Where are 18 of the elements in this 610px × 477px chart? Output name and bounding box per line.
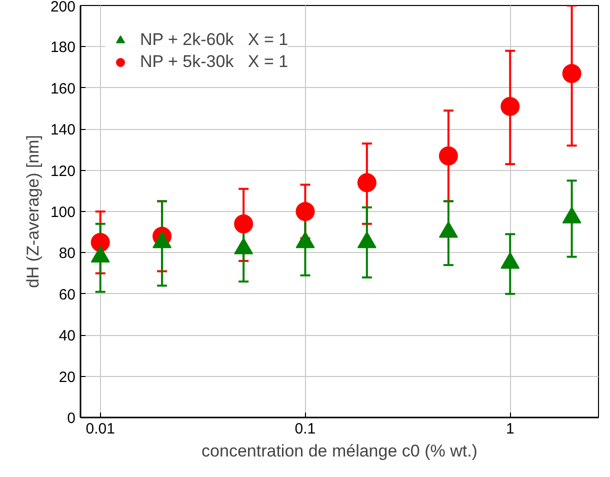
y-axis-title: dH (Z-average) [nm] [23,134,42,288]
y-tick-label: 200 [50,0,76,16]
y-tick-label: 100 [50,204,76,221]
x-tick-label: 0.01 [86,420,115,438]
y-tick-label: 0 [67,410,76,427]
y-tick-label: 60 [58,286,76,304]
y-tick-label: 80 [58,245,76,262]
x-axis-title: concentration de mélange c0 (% wt.) [202,442,478,460]
y-tick-label: 20 [58,368,76,386]
y-tick-label: 40 [58,328,76,345]
y-tick-label: 180 [50,39,76,56]
legend-label: NP + 2k-60k X = 1 [140,30,288,50]
y-tick-label: 120 [50,162,76,180]
x-tick-label: 1 [506,420,514,438]
legend-label: NP + 5k-30k X = 1 [140,52,288,72]
x-tick-label: 0.1 [294,420,316,438]
y-tick-label: 140 [50,122,76,139]
y-tick-label: 160 [50,80,76,98]
